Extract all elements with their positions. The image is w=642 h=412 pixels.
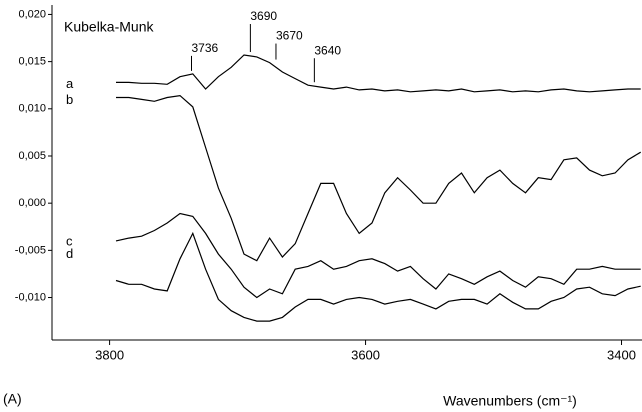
x-tick-label: 3400: [607, 347, 636, 362]
x-axis-label: Wavenumbers (cm⁻¹): [443, 393, 577, 409]
series-label: c: [66, 233, 73, 248]
series-label: d: [66, 246, 73, 261]
y-tick-label: -0,005: [15, 244, 46, 256]
peak-label: 3690: [250, 9, 277, 23]
y-tick-label: 0,000: [18, 197, 46, 209]
y-tick-label: 0,015: [18, 56, 46, 68]
y-axis-label: Kubelka-Munk: [64, 19, 154, 35]
spectrum-line: [115, 231, 641, 322]
peak-label: 3640: [314, 43, 341, 57]
spectrum-line: [115, 212, 641, 299]
peak-label: 3670: [276, 29, 303, 43]
peak-label: 3736: [192, 41, 219, 55]
y-tick-label: 0,020: [18, 8, 46, 20]
x-tick-label: 3800: [95, 347, 124, 362]
series-label: b: [66, 92, 73, 107]
series-label: a: [66, 76, 74, 91]
y-tick-label: 0,005: [18, 150, 46, 162]
panel-label: (A): [3, 391, 22, 407]
x-tick-label: 3600: [351, 347, 380, 362]
y-tick-label: -0,010: [15, 291, 46, 303]
spectrum-line: [116, 94, 642, 262]
spectrum-line: [116, 54, 641, 93]
y-tick-label: 0,010: [18, 103, 46, 115]
